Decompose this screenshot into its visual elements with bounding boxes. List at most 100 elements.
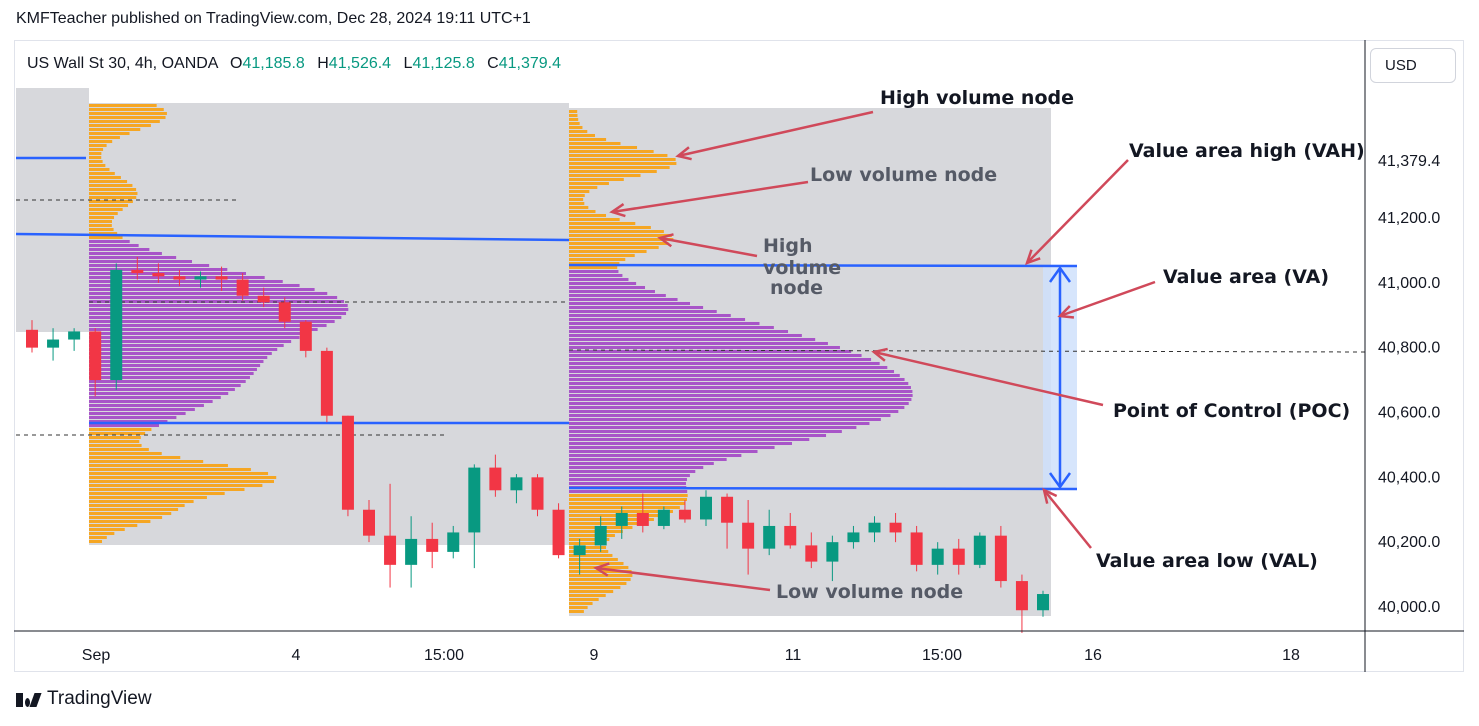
profile-bar-2 (569, 446, 775, 449)
profile-bar-1 (89, 252, 162, 255)
candle-up[interactable] (973, 535, 986, 565)
candle-down[interactable] (341, 415, 354, 510)
candle-down[interactable] (89, 331, 102, 381)
candle-up[interactable] (194, 276, 207, 280)
profile-bar-2 (569, 150, 654, 153)
profile-bar-1 (89, 240, 130, 243)
candle-down[interactable] (215, 276, 228, 280)
profile-bar-2 (569, 330, 789, 333)
profile-bar-2 (569, 406, 905, 409)
candle-up[interactable] (615, 512, 628, 526)
x-tick-label: 15:00 (922, 647, 962, 664)
profile-bar-1 (89, 104, 157, 107)
profile-bar-2 (569, 466, 704, 469)
candle-down[interactable] (152, 273, 165, 277)
profile-bar-1 (89, 244, 139, 247)
profile-bar-2 (569, 110, 578, 113)
candle-down[interactable] (636, 512, 649, 526)
candle-down[interactable] (26, 329, 38, 348)
profile-bar-1 (89, 204, 129, 207)
profile-bar-1 (89, 260, 192, 263)
candle-down[interactable] (784, 525, 797, 546)
candle-up[interactable] (868, 522, 881, 533)
candle-down[interactable] (489, 467, 502, 491)
symbol-legend: US Wall St 30, 4h, OANDA O41,185.8 H41,5… (27, 55, 561, 73)
profile-bar-2 (569, 510, 673, 513)
profile-bar-1 (89, 428, 152, 431)
profile-bar-2 (569, 462, 714, 465)
profile-bar-1 (89, 108, 164, 111)
profile-bar-2 (569, 350, 852, 353)
x-tick-label: 4 (292, 647, 301, 664)
candle-up[interactable] (847, 532, 860, 543)
profile-bar-2 (569, 338, 816, 341)
profile-bar-1 (89, 216, 115, 219)
candle-down[interactable] (952, 548, 965, 565)
low-label: L (403, 55, 413, 72)
candle-down[interactable] (678, 509, 691, 520)
symbol-name: US Wall St 30, 4h, OANDA (27, 55, 218, 72)
profile-bar-2 (569, 482, 686, 485)
candle-up[interactable] (573, 545, 586, 556)
candle-up[interactable] (405, 538, 418, 565)
profile-bar-1 (89, 468, 251, 471)
candle-down[interactable] (299, 321, 312, 351)
profile-bar-2 (569, 162, 677, 165)
profile-bar-1 (89, 192, 138, 195)
candle-down[interactable] (173, 276, 186, 280)
profile-bar-1 (89, 132, 130, 135)
candle-up[interactable] (594, 525, 607, 546)
candle-up[interactable] (700, 496, 712, 520)
high-value: 41,526.4 (328, 55, 392, 72)
candle-up[interactable] (110, 269, 123, 381)
candle-down[interactable] (363, 509, 375, 536)
candle-down[interactable] (721, 496, 734, 523)
candle-up[interactable] (68, 331, 81, 340)
profile-bar-1 (89, 316, 342, 319)
candle-down[interactable] (1015, 581, 1028, 611)
profile-bar-2 (569, 242, 669, 245)
profile-bar-2 (569, 574, 633, 577)
candle-down[interactable] (805, 545, 818, 562)
candle-down[interactable] (236, 279, 249, 296)
candle-up[interactable] (47, 339, 60, 348)
candle-up[interactable] (1037, 594, 1049, 611)
candle-down[interactable] (552, 509, 565, 556)
candle-up[interactable] (447, 532, 460, 552)
candle-down[interactable] (889, 522, 902, 533)
profile-bar-2 (569, 302, 690, 305)
candle-down[interactable] (278, 302, 291, 322)
candle-down[interactable] (320, 350, 333, 416)
profile-bar-2 (569, 134, 596, 137)
candle-down[interactable] (742, 522, 755, 549)
profile-bar-1 (89, 340, 292, 343)
candle-up[interactable] (763, 525, 776, 549)
y-tick-label: 40,400.0 (1378, 469, 1440, 486)
profile-bar-1 (89, 272, 247, 275)
currency-button[interactable]: USD (1370, 48, 1456, 83)
candle-up[interactable] (657, 509, 670, 526)
candle-down[interactable] (131, 269, 144, 274)
profile-bar-1 (89, 180, 128, 183)
candle-up[interactable] (510, 477, 523, 491)
candle-up[interactable] (826, 542, 839, 562)
profile-bar-1 (89, 264, 210, 267)
profile-bar-2 (569, 426, 857, 429)
tradingview-icon (16, 691, 42, 707)
profile-bar-1 (89, 212, 118, 215)
profile-bar-2 (569, 542, 607, 545)
tradingview-logo[interactable]: TradingView (16, 688, 152, 710)
candle-up[interactable] (468, 467, 481, 533)
candle-up[interactable] (931, 548, 944, 565)
candle-down[interactable] (910, 532, 923, 565)
candle-down[interactable] (257, 295, 270, 303)
profile-bar-1 (89, 136, 120, 139)
profile-bar-1 (89, 480, 275, 483)
candle-down[interactable] (426, 538, 439, 552)
candle-down[interactable] (531, 477, 544, 510)
candle-down[interactable] (994, 535, 1007, 582)
profile-bar-2 (569, 390, 913, 393)
profile-bar-1 (89, 356, 268, 359)
candle-down[interactable] (384, 535, 397, 565)
